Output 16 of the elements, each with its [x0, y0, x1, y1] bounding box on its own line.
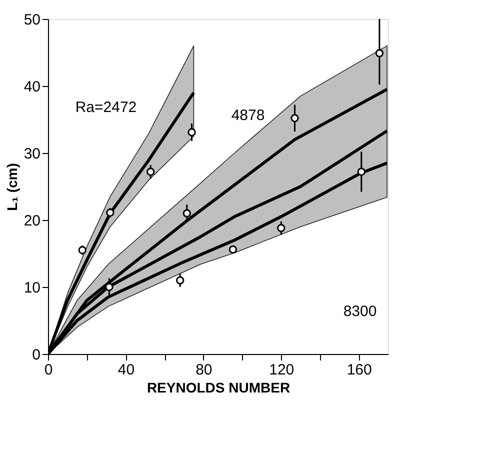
x-axis-title: REYNOLDS NUMBER — [146, 380, 290, 396]
y-tick-label: 20 — [24, 212, 40, 230]
x-tick-label: 120 — [269, 362, 294, 378]
x-tick-label: 80 — [196, 362, 212, 378]
annotation: Ra=2472 — [75, 99, 137, 116]
y-tick-label: 50 — [24, 12, 40, 28]
y-tick-label: 10 — [24, 280, 40, 296]
y-tick-label: 0 — [32, 346, 40, 364]
y-axis-title: L₁ (cm) — [4, 163, 20, 211]
x-tick-label: 160 — [346, 362, 372, 378]
y-tick-label: 30 — [24, 146, 40, 162]
x-tick-label: 0 — [44, 362, 53, 378]
annotation: 4878 — [231, 107, 265, 124]
y-tick-label: 40 — [24, 78, 40, 96]
x-tick-label: 40 — [118, 362, 135, 378]
annotation: 8300 — [343, 303, 377, 320]
